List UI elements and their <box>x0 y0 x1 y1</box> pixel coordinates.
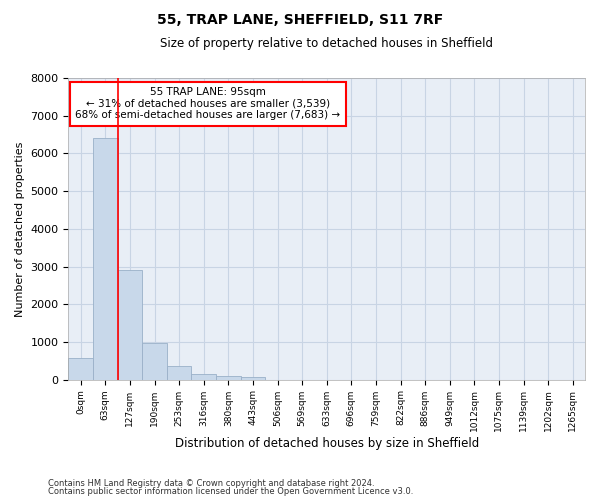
Title: Size of property relative to detached houses in Sheffield: Size of property relative to detached ho… <box>160 38 493 51</box>
Bar <box>191 374 216 380</box>
X-axis label: Distribution of detached houses by size in Sheffield: Distribution of detached houses by size … <box>175 437 479 450</box>
Bar <box>93 138 118 380</box>
Bar <box>142 343 167 380</box>
Bar <box>216 376 241 380</box>
Bar <box>241 378 265 380</box>
Y-axis label: Number of detached properties: Number of detached properties <box>15 141 25 316</box>
Text: Contains HM Land Registry data © Crown copyright and database right 2024.: Contains HM Land Registry data © Crown c… <box>48 478 374 488</box>
Text: Contains public sector information licensed under the Open Government Licence v3: Contains public sector information licen… <box>48 487 413 496</box>
Text: 55, TRAP LANE, SHEFFIELD, S11 7RF: 55, TRAP LANE, SHEFFIELD, S11 7RF <box>157 12 443 26</box>
Text: 55 TRAP LANE: 95sqm
← 31% of detached houses are smaller (3,539)
68% of semi-det: 55 TRAP LANE: 95sqm ← 31% of detached ho… <box>76 87 340 120</box>
Bar <box>167 366 191 380</box>
Bar <box>118 270 142 380</box>
Bar <box>68 358 93 380</box>
